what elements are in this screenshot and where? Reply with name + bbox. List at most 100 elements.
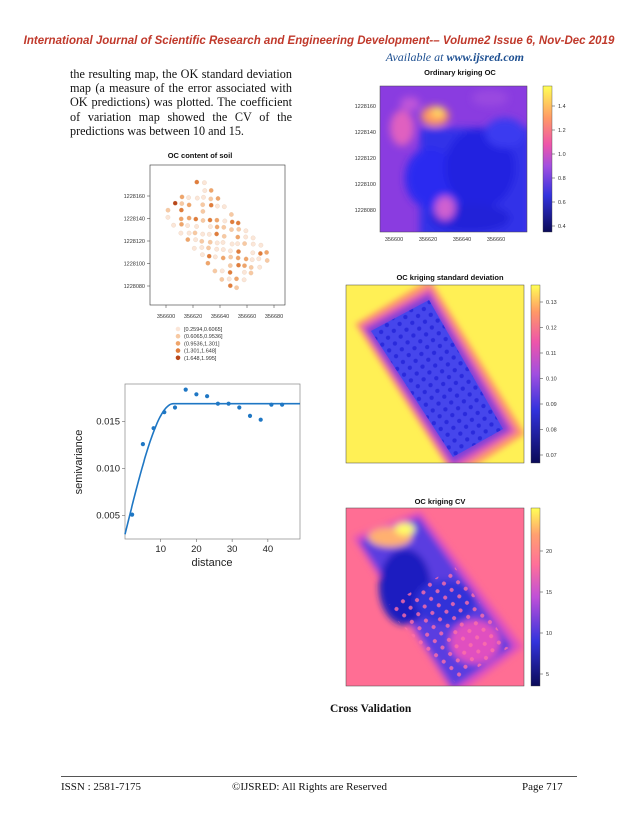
ok-ytick-label: 1228120 [355, 156, 376, 162]
soil-sample-point [229, 212, 234, 217]
soil-sample-point [243, 234, 249, 240]
soil-sample-point [214, 217, 220, 223]
soil-sample-point [193, 237, 198, 243]
soil-sample-point [192, 230, 198, 236]
soil-map-figure: 1228160 1228140 1228120 1228100 1228080 3566… [124, 164, 286, 362]
soil-sample-point [221, 247, 226, 252]
soil-sample-point [199, 245, 205, 250]
semivariance-point [194, 392, 199, 397]
cv-colorbar-label: 5 [546, 672, 549, 678]
soil-sample-point [228, 283, 233, 289]
ok-map-yaxis: 1228160 1228140 1228120 1228100 1228080 [355, 104, 376, 214]
soil-sample-point [171, 222, 176, 228]
available-at: Available at www.ijsred.com [386, 50, 524, 65]
soil-sample-point [208, 224, 213, 229]
soil-sample-point [219, 277, 225, 282]
sd-colorbar-label: 0.12 [546, 326, 557, 332]
soil-sample-point [200, 252, 205, 258]
ok-ytick-label: 1228160 [355, 104, 376, 110]
soil-sample-point [220, 240, 226, 245]
semivariance-point [162, 410, 167, 415]
sd-colorbar-label: 0.13 [546, 300, 557, 306]
soil-sample-point [208, 188, 214, 193]
soil-sample-point [228, 254, 234, 260]
journal-url-link[interactable]: www.ijsred.com [446, 50, 524, 64]
footer-divider [61, 776, 577, 777]
ok-map-figure: 1228160 1228140 1228120 1228100 1228080 3566… [355, 85, 566, 243]
soil-sample-point [165, 214, 171, 220]
soil-sample-point [243, 256, 249, 262]
soil-sample-point [192, 246, 197, 251]
available-prefix: Available at [385, 50, 447, 64]
soil-sample-point [243, 228, 249, 234]
semivariance-point [140, 442, 145, 447]
soil-sample-point [186, 202, 192, 208]
semivariance-point [258, 417, 263, 422]
soil-sample-point [214, 224, 220, 230]
soil-ytick-label: 1228140 [124, 217, 145, 223]
soil-sample-point [235, 220, 241, 226]
y-tick-label: 0.015 [96, 417, 120, 428]
soil-ytick-label: 1228160 [124, 194, 145, 200]
ok-colorbar-label: 0.8 [558, 176, 566, 182]
cv-colorbar-label: 20 [546, 549, 552, 555]
soil-sample-point [242, 241, 247, 246]
sd-map-figure: 0.13 0.12 0.11 0.10 0.09 0.08 0.07 [345, 284, 557, 464]
soil-sample-point [207, 239, 213, 245]
soil-sample-point [235, 255, 241, 261]
soil-sample-point [248, 270, 254, 276]
soil-sample-point [186, 230, 192, 236]
semivariance-point [226, 401, 231, 406]
soil-sample-point [212, 268, 218, 274]
ok-colorbar-label: 1.2 [558, 128, 566, 134]
soil-sample-point [226, 276, 232, 282]
soil-sample-point [258, 251, 263, 256]
cv-map-figure: 20 15 10 5 [345, 507, 552, 687]
semivariogram-axes: 10 20 30 40 0.015 0.010 0.005 [96, 417, 273, 555]
soil-sample-point [207, 217, 213, 223]
x-tick-label: 40 [263, 544, 274, 555]
soil-sample-point [194, 179, 200, 185]
soil-sample-point [208, 196, 214, 202]
soil-sample-point [200, 202, 206, 208]
soil-sample-point [215, 196, 221, 201]
sd-colorbar-ticks: 0.13 0.12 0.11 0.10 0.09 0.08 0.07 [540, 300, 557, 459]
legend-swatch [175, 333, 181, 339]
soil-sample-points [165, 179, 270, 291]
soil-sample-point [228, 263, 233, 268]
soil-map-legend: [0.2594,0.6065](0.6065,0.9536](0.9536,1.… [175, 326, 223, 362]
soil-sample-point [264, 258, 270, 263]
sd-colorbar [530, 284, 541, 464]
soil-sample-point [222, 204, 227, 210]
soil-map-title: OC content of soil [167, 151, 233, 160]
ok-colorbar [542, 85, 553, 233]
soil-sample-point [186, 215, 192, 221]
soil-sample-point [172, 200, 178, 206]
footer-page-number: Page 717 [522, 781, 563, 793]
cv-colorbar-ticks: 20 15 10 5 [540, 549, 552, 678]
ok-ytick-label: 1228080 [355, 208, 376, 214]
legend-label: (0.9536,1.301] [184, 341, 220, 347]
legend-label: (0.6065,0.9536] [184, 334, 223, 340]
semivariance-point [247, 413, 253, 418]
soil-sample-point [165, 207, 171, 213]
soil-sample-point [179, 221, 184, 227]
soil-sample-point [201, 194, 206, 200]
soil-ytick-label: 1228120 [124, 239, 145, 245]
legend-swatch [175, 326, 181, 332]
semivariance-point [215, 401, 220, 406]
soil-sample-point [236, 262, 241, 268]
soil-xtick-label: 356600 [157, 314, 175, 320]
soil-sample-point [199, 239, 205, 244]
soil-sample-point [213, 254, 218, 260]
soil-sample-point [250, 241, 256, 247]
soil-sample-point [202, 188, 208, 193]
legend-label: [0.2594,0.6065] [184, 327, 223, 333]
soil-sample-point [258, 242, 264, 248]
x-tick-label: 10 [155, 544, 166, 555]
ok-colorbar-label: 1.4 [558, 104, 566, 110]
semivariogram-model-curve [124, 402, 300, 535]
y-tick-label: 0.005 [96, 511, 120, 522]
soil-sample-point [179, 201, 185, 206]
semivariogram-points [130, 387, 285, 517]
